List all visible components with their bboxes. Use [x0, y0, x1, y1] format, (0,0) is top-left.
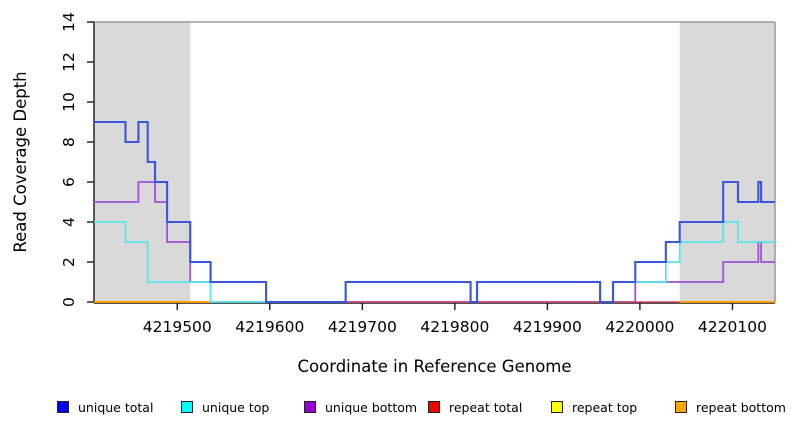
x-axis-title: Coordinate in Reference Genome	[297, 357, 571, 376]
y-tick-label: 10	[60, 92, 78, 112]
x-tick-label: 4219700	[328, 318, 397, 336]
x-tick-label: 4220100	[698, 318, 767, 336]
legend-label: unique top	[202, 399, 270, 415]
y-axis-title: Read Coverage Depth	[11, 71, 30, 252]
unique-total-swatch-icon	[57, 401, 69, 413]
y-axis: 0 2 4 6 8 10 12 14	[60, 12, 94, 307]
series-unique-total	[94, 120, 775, 304]
legend-label: repeat top	[572, 399, 638, 415]
legend-label: unique total	[78, 399, 154, 415]
y-tick-label: 12	[60, 52, 78, 72]
y-tick-label: 14	[60, 12, 78, 32]
y-tick-label: 8	[60, 137, 78, 147]
repeat-region-shading	[94, 22, 191, 302]
legend-item-unique-bottom: unique bottom	[304, 398, 417, 416]
y-tick-label: 0	[60, 297, 78, 307]
x-tick-label: 4219800	[420, 318, 489, 336]
unique-bottom-swatch-icon	[304, 401, 316, 413]
repeat-total-swatch-icon	[428, 401, 440, 413]
unique-top-swatch-icon	[181, 401, 193, 413]
y-tick-label: 2	[60, 257, 78, 267]
x-tick-label: 4219600	[235, 318, 304, 336]
legend-item-repeat-bottom: repeat bottom	[675, 398, 786, 416]
legend-item-unique-total: unique total	[57, 398, 153, 416]
coverage-chart-svg: 4219500 4219600 4219700 4219800 4219900 42200…	[11, 12, 776, 376]
legend-item-unique-top: unique top	[181, 398, 269, 416]
coverage-chart: 4219500 4219600 4219700 4219800 4219900 42200…	[11, 12, 776, 376]
legend-label: repeat total	[449, 399, 523, 415]
x-axis: 4219500 4219600 4219700 4219800 4219900 42200…	[143, 303, 767, 336]
legend-label: unique bottom	[325, 399, 418, 415]
legend-item-repeat-total: repeat total	[428, 398, 522, 416]
repeat-bottom-swatch-icon	[675, 401, 687, 413]
repeat-top-swatch-icon	[551, 401, 563, 413]
plot-box	[93, 21, 776, 304]
y-tick-label: 4	[60, 217, 78, 227]
x-tick-label: 4219500	[143, 318, 212, 336]
legend: unique total unique top unique bottom repea…	[0, 398, 792, 422]
legend-item-repeat-top: repeat top	[551, 398, 637, 416]
legend-label: repeat bottom	[696, 399, 786, 415]
y-tick-label: 6	[60, 177, 78, 187]
x-tick-label: 4219900	[513, 318, 582, 336]
x-tick-label: 4220000	[605, 318, 674, 336]
